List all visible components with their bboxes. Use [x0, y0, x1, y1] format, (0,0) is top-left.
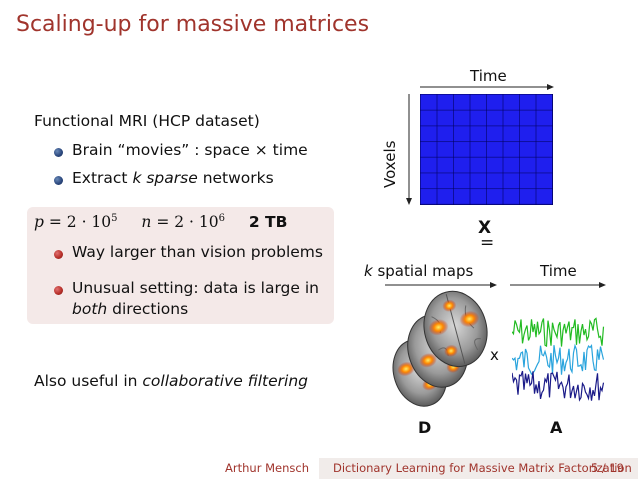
alert-box	[27, 207, 334, 324]
time-series-cyan	[512, 343, 605, 376]
bullet-unusual-setting-line2: both directions	[72, 300, 189, 318]
fmri-heading: Functional MRI (HCP dataset)	[34, 112, 260, 130]
bullet-larger-than-vision: Way larger than vision problems	[72, 243, 323, 261]
matrix-x-symbol: X	[478, 218, 492, 238]
voxels-arrow	[406, 94, 412, 205]
bullet-marker	[54, 148, 63, 157]
time-axis-label-top: Time	[470, 67, 507, 85]
equals-sign: =	[480, 233, 495, 253]
time-series-navy	[512, 370, 605, 402]
bullet-marker	[54, 176, 63, 185]
spatial-maps-label: k spatial maps	[364, 262, 474, 280]
footer-title: Dictionary Learning for Massive Matrix F…	[333, 461, 632, 475]
footer-page-number: 5 / 19	[590, 461, 624, 475]
data-matrix	[420, 94, 553, 205]
spatial-maps-arrow	[385, 282, 497, 288]
bullet-extract-networks: Extract k sparse networks	[72, 169, 274, 187]
footer: Arthur Mensch Dictionary Learning for Ma…	[0, 458, 638, 479]
bullet-marker	[54, 250, 63, 259]
time-series-green	[512, 317, 605, 348]
data-size: 2 TB	[248, 213, 288, 232]
time-arrow-top	[420, 84, 554, 90]
slide-title: Scaling-up for massive matrices	[16, 12, 370, 37]
footer-right-panel: Dictionary Learning for Massive Matrix F…	[319, 458, 638, 479]
multiplication-symbol: x	[490, 346, 499, 364]
d-label: D	[418, 418, 432, 437]
bullet-unusual-setting-line1: Unusual setting: data is large in	[72, 279, 319, 297]
time-axis-label-right: Time	[540, 262, 577, 280]
bullet-brain-movies: Brain “movies” : space × time	[72, 141, 308, 159]
voxels-axis-label: Voxels	[381, 140, 399, 188]
spatial-maps-brain-image	[392, 290, 488, 407]
time-series-image	[512, 317, 605, 402]
dimensions-line: p = 2 · 105 n = 2 · 106 2 TB	[34, 213, 288, 232]
time-arrow-right	[510, 282, 606, 288]
also-useful-text: Also useful in collaborative filtering	[34, 372, 309, 390]
footer-author: Arthur Mensch	[0, 458, 319, 479]
bullet-marker	[54, 286, 63, 295]
a-label: A	[550, 418, 563, 437]
